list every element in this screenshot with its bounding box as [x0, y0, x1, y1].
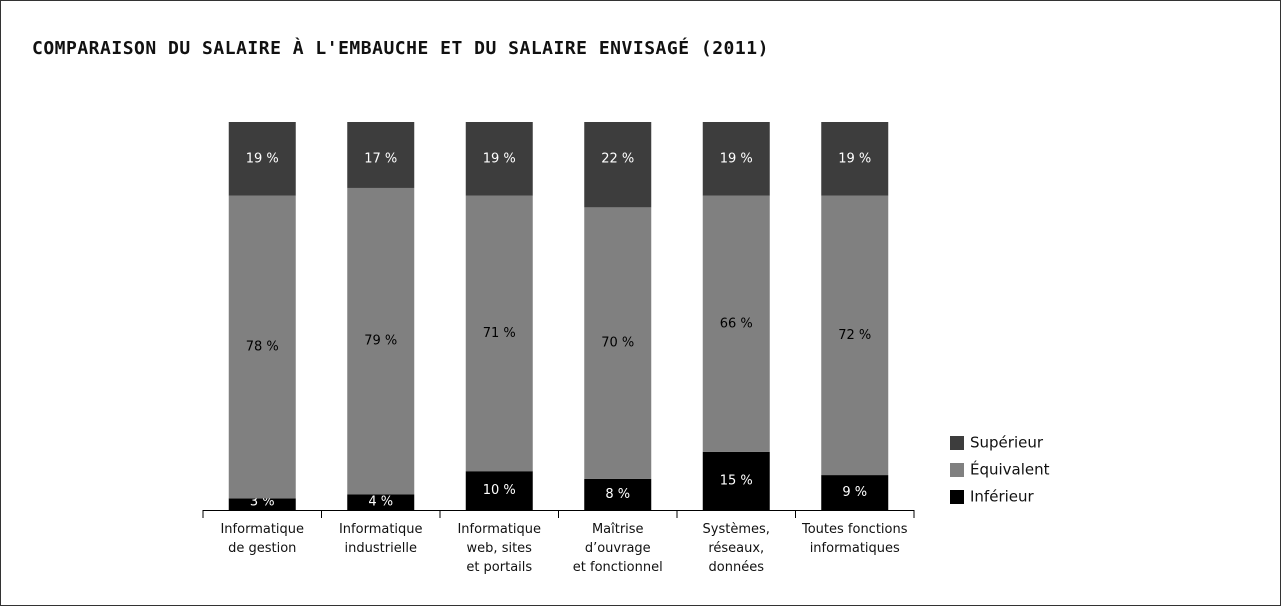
bar-segment	[347, 187, 415, 495]
value-label: 9 %	[842, 485, 867, 500]
legend-swatch	[950, 436, 964, 450]
bar-segment	[702, 195, 770, 452]
x-tick-label: Informatique de gestion	[220, 522, 305, 556]
legend-swatch	[950, 463, 964, 477]
legend-label: Supérieur	[970, 434, 1044, 452]
value-label: 78 %	[246, 340, 279, 355]
value-label: 10 %	[483, 483, 516, 498]
value-label: 19 %	[246, 152, 279, 167]
value-label: 22 %	[601, 152, 634, 167]
bar-segment	[821, 122, 889, 196]
legend-label: Inférieur	[970, 488, 1035, 506]
bar-segment	[702, 122, 770, 196]
value-label: 70 %	[601, 336, 634, 351]
value-label: 79 %	[364, 334, 397, 349]
bar-segment	[347, 122, 415, 188]
bar-segment	[821, 475, 889, 510]
value-label: 8 %	[605, 487, 630, 502]
value-label: 71 %	[483, 326, 516, 341]
bar-segment	[228, 195, 296, 499]
bar-segment	[584, 207, 652, 479]
bar-segment	[228, 122, 296, 196]
bar-segment	[347, 494, 415, 510]
value-label: 19 %	[838, 152, 871, 167]
bar-segment	[465, 122, 533, 196]
bar-segment	[821, 195, 889, 476]
bar-segment	[465, 195, 533, 472]
legend-label: Équivalent	[970, 460, 1050, 479]
bar-segment	[228, 498, 296, 510]
bar-segment	[465, 471, 533, 510]
x-tick-label: Maîtrise d’ouvrage et fonctionnel	[572, 522, 663, 575]
value-label: 17 %	[364, 152, 397, 167]
value-label: 19 %	[720, 152, 753, 167]
value-label: 19 %	[483, 152, 516, 167]
x-tick-label: Informatique web, sites et portails	[457, 522, 542, 575]
chart-title: COMPARAISON DU SALAIRE À L'EMBAUCHE ET D…	[32, 38, 769, 59]
value-label: 72 %	[838, 328, 871, 343]
bar-segment	[584, 478, 652, 510]
x-tick-label: Systèmes, réseaux, données	[702, 522, 770, 575]
bar-segment	[584, 122, 652, 208]
x-tick-label: Toutes fonctions informatiques	[801, 522, 908, 556]
x-tick-label: Informatique industrielle	[338, 522, 423, 556]
bar-segment	[702, 451, 770, 510]
value-label: 15 %	[720, 473, 753, 488]
value-label: 66 %	[720, 316, 753, 331]
value-label: 4 %	[368, 495, 393, 510]
legend-swatch	[950, 490, 964, 504]
